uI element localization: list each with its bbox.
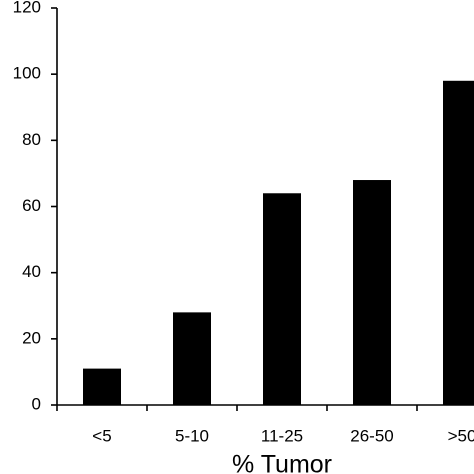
x-axis-title: % Tumor [232,451,332,474]
bar [263,193,301,405]
y-tick-label: 100 [13,64,41,83]
x-tick-label: 11-25 [261,426,303,445]
y-tick-label: 20 [22,328,41,347]
y-tick-label: 0 [32,394,41,413]
x-tick-label: >50 [448,426,474,445]
bar [443,80,474,406]
y-tick-label: 40 [22,262,41,281]
bar [173,312,211,405]
x-tick-label: <5 [92,426,111,445]
y-tick-label: 120 [13,0,41,16]
x-tick-label: 26-50 [350,426,393,445]
bar [83,368,121,405]
bar [353,180,391,405]
y-tick-label: 60 [22,196,41,215]
y-tick-label: 80 [22,130,41,149]
x-tick-label: 5-10 [175,426,209,445]
